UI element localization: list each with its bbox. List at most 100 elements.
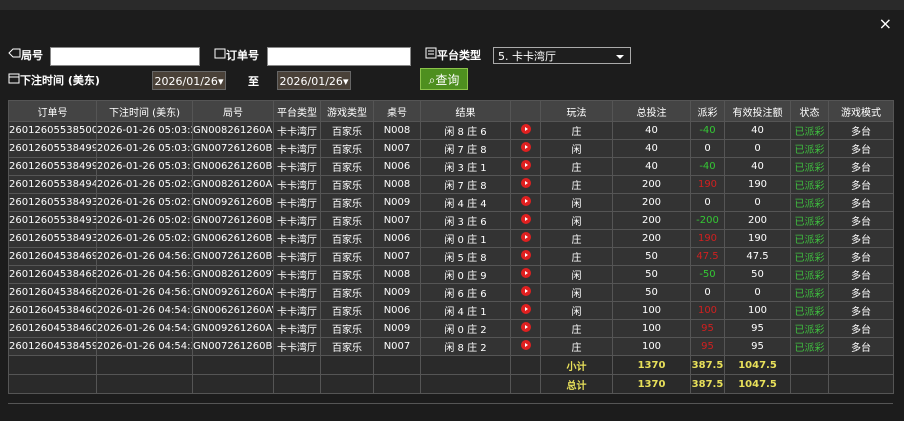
play-icon[interactable] xyxy=(520,232,531,242)
cell: 387.5 xyxy=(690,374,725,394)
column-header: 平台类型 xyxy=(273,100,321,122)
cell: 百家乐 xyxy=(320,139,374,158)
cell: 卡卡湾厅 xyxy=(273,121,321,140)
column-header: 有效投注额 xyxy=(724,100,791,122)
cell: 260126055385002 xyxy=(8,121,97,140)
play-icon[interactable] xyxy=(520,142,531,152)
order-input[interactable] xyxy=(267,47,411,66)
round-input[interactable] xyxy=(50,47,200,66)
play-icon[interactable] xyxy=(520,160,531,170)
cell: N008 xyxy=(373,121,421,140)
cell xyxy=(790,374,829,394)
play-icon[interactable] xyxy=(520,124,531,134)
cell: 已派彩 xyxy=(790,301,829,320)
cell: N008 xyxy=(373,265,421,284)
cell: 2026-01-26 04:54:37 xyxy=(96,301,193,320)
cell: -50 xyxy=(690,265,725,284)
cell: 1047.5 xyxy=(724,355,791,375)
cell: 260126045384602 xyxy=(8,301,97,320)
cell: 百家乐 xyxy=(320,193,374,212)
time-label: 下注时间 (美东) xyxy=(8,72,100,88)
cell: 闲 3 庄 6 xyxy=(420,211,511,230)
cell: 47.5 xyxy=(724,247,791,266)
label: 平台类型 xyxy=(437,49,481,62)
cell: 387.5 xyxy=(690,355,725,375)
column-header: 结果 xyxy=(420,100,511,122)
cell: 百家乐 xyxy=(320,283,374,302)
cell: 95 xyxy=(724,337,791,356)
cell: 2026-01-26 05:02:15 xyxy=(96,193,193,212)
cell: 260126055384937 xyxy=(8,193,97,212)
cell: 多台 xyxy=(828,247,894,266)
play-icon[interactable] xyxy=(520,286,531,296)
replay-cell xyxy=(510,139,541,158)
cell: 卡卡湾厅 xyxy=(273,337,321,356)
play-icon[interactable] xyxy=(520,196,531,206)
cell: 闲 8 庄 2 xyxy=(420,337,511,356)
cell: 闲 xyxy=(540,265,613,284)
cell: 闲 8 庄 6 xyxy=(420,121,511,140)
play-icon[interactable] xyxy=(520,304,531,314)
play-icon[interactable] xyxy=(520,340,531,350)
cell: N006 xyxy=(373,229,421,248)
close-button[interactable]: × xyxy=(878,14,892,33)
cell: 已派彩 xyxy=(790,211,829,230)
platform-label: 平台类型 xyxy=(425,47,481,63)
order-label: 订单号 xyxy=(214,47,259,63)
cell: 200 xyxy=(612,229,691,248)
cell: 2026-01-26 04:54:30 xyxy=(96,337,193,356)
table-bottom xyxy=(8,403,893,404)
cell: 260126055384993 xyxy=(8,157,97,176)
date-text: 2026/01/26 xyxy=(279,75,343,88)
date-to[interactable]: 2026/01/26▾ xyxy=(277,71,351,90)
cell: 卡卡湾厅 xyxy=(273,247,321,266)
cell: 1370 xyxy=(612,374,691,394)
cell: 闲 0 庄 1 xyxy=(420,229,511,248)
play-icon[interactable] xyxy=(520,268,531,278)
play-icon[interactable] xyxy=(520,178,531,188)
cell: 0 xyxy=(724,193,791,212)
cell: -200 xyxy=(690,211,725,230)
cell: 百家乐 xyxy=(320,247,374,266)
play-icon[interactable] xyxy=(520,250,531,260)
cell: 100 xyxy=(612,319,691,338)
cell: 190 xyxy=(724,175,791,194)
cell: 0 xyxy=(690,283,725,302)
cell: 庄 xyxy=(540,157,613,176)
date-from[interactable]: 2026/01/26▾ xyxy=(152,71,226,90)
cell: N006 xyxy=(373,157,421,176)
cell: 0 xyxy=(690,139,725,158)
play-icon[interactable] xyxy=(520,322,531,332)
cell: 已派彩 xyxy=(790,265,829,284)
platform-select[interactable]: 5. 卡卡湾厅 xyxy=(493,47,631,64)
cell xyxy=(373,355,421,375)
orders-table: 订单号 下注时间 (美东) 局号 平台类型 游戏类型 桌号 结果 玩法 总投注 派彩 有效投注额 状态… xyxy=(8,100,894,394)
cell: GN006261260B3 xyxy=(192,229,274,248)
cell xyxy=(96,355,193,375)
cell: N009 xyxy=(373,283,421,302)
round-label: 局号 xyxy=(8,47,43,63)
cell: GN0082612609Y xyxy=(192,265,274,284)
cell: N009 xyxy=(373,193,421,212)
query-button[interactable]: ⌕查询 xyxy=(420,68,468,90)
label: 订单号 xyxy=(226,49,259,62)
cell: 200 xyxy=(612,175,691,194)
play-icon[interactable] xyxy=(520,214,531,224)
cell: N007 xyxy=(373,247,421,266)
cell: 庄 xyxy=(540,319,613,338)
cell: 百家乐 xyxy=(320,337,374,356)
cell xyxy=(510,374,541,394)
cell: 多台 xyxy=(828,139,894,158)
cell xyxy=(828,374,894,394)
replay-cell xyxy=(510,211,541,230)
cell: 百家乐 xyxy=(320,211,374,230)
cell: 0 xyxy=(724,283,791,302)
cell: 已派彩 xyxy=(790,121,829,140)
cell xyxy=(320,374,374,394)
